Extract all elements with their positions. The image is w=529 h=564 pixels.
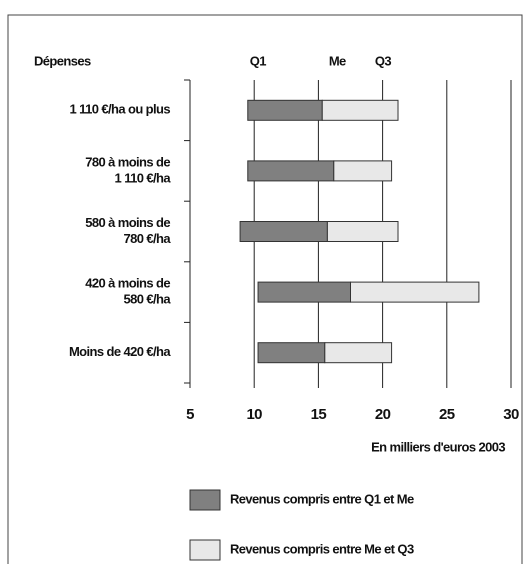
x-tick-label: 5 bbox=[186, 406, 194, 423]
bar-q1-me bbox=[247, 99, 323, 121]
x-axis-label: En milliers d'euros 2003 bbox=[371, 439, 505, 454]
y-tick-label: 780 à moins de bbox=[85, 154, 170, 169]
bar-q1-me bbox=[247, 160, 335, 182]
legend-label: Revenus compris entre Me et Q3 bbox=[230, 541, 414, 556]
legend-swatch bbox=[189, 539, 221, 561]
y-tick-label: 580 €/ha bbox=[123, 292, 171, 307]
x-tick-label: 30 bbox=[503, 406, 519, 423]
bar-me-q3 bbox=[350, 281, 480, 303]
bar-q1-me bbox=[257, 342, 326, 364]
frame bbox=[7, 14, 523, 564]
x-tick-label: 25 bbox=[439, 406, 455, 423]
legend-swatch bbox=[189, 489, 221, 511]
bar-me-q3 bbox=[324, 342, 393, 364]
bar-me-q3 bbox=[321, 99, 399, 121]
column-header: Q3 bbox=[375, 53, 392, 68]
x-tick-label: 15 bbox=[311, 406, 327, 423]
bar-q1-me bbox=[257, 281, 351, 303]
bar-me-q3 bbox=[326, 221, 399, 242]
y-tick-label: 580 à moins de bbox=[85, 215, 170, 230]
bar-q1-me bbox=[239, 221, 328, 242]
y-tick-label: 1 110 €/ha ou plus bbox=[70, 102, 171, 117]
x-tick-label: 10 bbox=[246, 406, 262, 423]
legend-label: Revenus compris entre Q1 et Me bbox=[230, 491, 414, 506]
y-tick-label: 780 €/ha bbox=[123, 231, 171, 246]
y-tick-label: 1 110 €/ha bbox=[115, 170, 172, 185]
bar-me-q3 bbox=[333, 160, 393, 182]
row-header: Dépenses bbox=[34, 53, 91, 68]
y-tick-label: 420 à moins de bbox=[85, 276, 170, 291]
column-header: Me bbox=[329, 53, 346, 68]
y-tick-label: Moins de 420 €/ha bbox=[69, 344, 171, 359]
column-header: Q1 bbox=[250, 53, 267, 68]
x-tick-label: 20 bbox=[375, 406, 391, 423]
